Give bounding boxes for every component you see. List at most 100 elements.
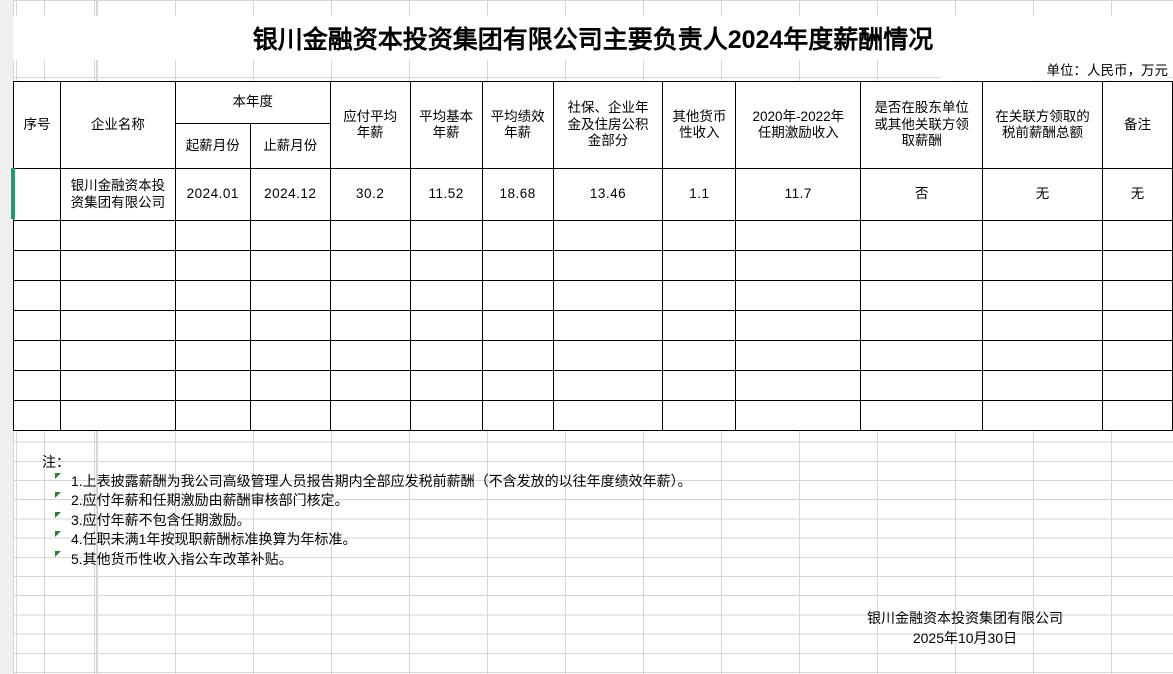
cell-empty[interactable]: [249, 310, 331, 341]
cell-empty[interactable]: [13, 340, 61, 371]
cell-empty[interactable]: [982, 310, 1103, 341]
cell-empty[interactable]: [662, 370, 737, 401]
cell-empty[interactable]: [409, 220, 483, 251]
note-item[interactable]: 3.应付年薪不包含任期激励。: [55, 511, 1073, 530]
cell-empty[interactable]: [59, 220, 176, 251]
cell-empty[interactable]: [249, 220, 331, 251]
cell-empty[interactable]: [481, 370, 554, 401]
table-row-empty[interactable]: [13, 400, 1173, 431]
cell-empty[interactable]: [59, 370, 176, 401]
note-item[interactable]: 1.上表披露薪酬为我公司高级管理人员报告期内全部应发税前薪酬（不含发放的以往年度…: [55, 472, 1073, 491]
cell-empty[interactable]: [13, 310, 61, 341]
cell-empty[interactable]: [249, 340, 331, 371]
cell-empty[interactable]: [662, 220, 737, 251]
cell-tenure-incentive[interactable]: 11.7: [735, 168, 862, 221]
cell-empty[interactable]: [860, 400, 984, 431]
cell-empty[interactable]: [481, 340, 554, 371]
cell-empty[interactable]: [1101, 220, 1173, 251]
cell-empty[interactable]: [59, 310, 176, 341]
cell-empty[interactable]: [735, 400, 862, 431]
cell-empty[interactable]: [982, 220, 1103, 251]
cell-empty[interactable]: [409, 310, 483, 341]
cell-empty[interactable]: [860, 310, 984, 341]
table-row-empty[interactable]: [13, 340, 1173, 371]
cell-empty[interactable]: [982, 370, 1103, 401]
cell-empty[interactable]: [982, 340, 1103, 371]
cell-empty[interactable]: [249, 370, 331, 401]
cell-empty[interactable]: [13, 250, 61, 281]
cell-shareholder-pay[interactable]: 否: [860, 168, 984, 221]
cell-empty[interactable]: [662, 340, 737, 371]
cell-empty[interactable]: [1101, 310, 1173, 341]
cell-avg-basic-annual[interactable]: 11.52: [409, 168, 483, 221]
cell-empty[interactable]: [329, 370, 411, 401]
cell-empty[interactable]: [174, 310, 251, 341]
cell-empty[interactable]: [982, 400, 1103, 431]
cell-empty[interactable]: [860, 370, 984, 401]
cell-empty[interactable]: [409, 280, 483, 311]
cell-empty[interactable]: [329, 400, 411, 431]
cell-empty[interactable]: [249, 280, 331, 311]
cell-empty[interactable]: [982, 280, 1103, 311]
cell-empty[interactable]: [1101, 280, 1173, 311]
cell-empty[interactable]: [552, 370, 664, 401]
cell-empty[interactable]: [329, 340, 411, 371]
table-row[interactable]: 银川金融资本投 资集团有限公司 2024.01 2024.12 30.2 11.…: [13, 168, 1173, 221]
cell-empty[interactable]: [662, 310, 737, 341]
cell-empty[interactable]: [662, 250, 737, 281]
cell-empty[interactable]: [329, 310, 411, 341]
cell-empty[interactable]: [662, 280, 737, 311]
cell-empty[interactable]: [174, 220, 251, 251]
cell-empty[interactable]: [860, 280, 984, 311]
cell-start-month[interactable]: 2024.01: [174, 168, 251, 221]
cell-empty[interactable]: [249, 400, 331, 431]
cell-empty[interactable]: [409, 400, 483, 431]
cell-payable-avg-annual[interactable]: 30.2: [329, 168, 411, 221]
cell-empty[interactable]: [481, 250, 554, 281]
table-row-empty[interactable]: [13, 250, 1173, 281]
cell-empty[interactable]: [735, 220, 862, 251]
cell-empty[interactable]: [59, 400, 176, 431]
cell-empty[interactable]: [409, 370, 483, 401]
cell-empty[interactable]: [735, 340, 862, 371]
cell-empty[interactable]: [174, 280, 251, 311]
cell-empty[interactable]: [552, 250, 664, 281]
cell-empty[interactable]: [1101, 250, 1173, 281]
cell-empty[interactable]: [13, 370, 61, 401]
cell-seq[interactable]: [13, 168, 61, 221]
cell-empty[interactable]: [59, 340, 176, 371]
note-item[interactable]: 5.其他货币性收入指公车改革补贴。: [55, 550, 1073, 569]
cell-empty[interactable]: [59, 250, 176, 281]
note-item[interactable]: 2.应付年薪和任期激励由薪酬审核部门核定。: [55, 491, 1073, 510]
cell-empty[interactable]: [735, 370, 862, 401]
table-row-empty[interactable]: [13, 310, 1173, 341]
cell-empty[interactable]: [982, 250, 1103, 281]
cell-empty[interactable]: [481, 220, 554, 251]
cell-empty[interactable]: [552, 310, 664, 341]
cell-empty[interactable]: [860, 340, 984, 371]
cell-empty[interactable]: [1101, 340, 1173, 371]
cell-empty[interactable]: [481, 310, 554, 341]
table-row-empty[interactable]: [13, 370, 1173, 401]
cell-remark[interactable]: 无: [1101, 168, 1173, 221]
note-item[interactable]: 4.任职未满1年按现职薪酬标准换算为年标准。: [55, 530, 1073, 549]
cell-empty[interactable]: [860, 250, 984, 281]
cell-empty[interactable]: [481, 400, 554, 431]
cell-empty[interactable]: [174, 340, 251, 371]
cell-empty[interactable]: [1101, 400, 1173, 431]
table-row-empty[interactable]: [13, 280, 1173, 311]
cell-empty[interactable]: [409, 250, 483, 281]
cell-empty[interactable]: [13, 220, 61, 251]
table-row-empty[interactable]: [13, 220, 1173, 251]
cell-empty[interactable]: [329, 250, 411, 281]
cell-empty[interactable]: [409, 340, 483, 371]
cell-other-monetary[interactable]: 1.1: [662, 168, 737, 221]
cell-empty[interactable]: [329, 220, 411, 251]
cell-empty[interactable]: [174, 400, 251, 431]
cell-empty[interactable]: [174, 250, 251, 281]
cell-empty[interactable]: [13, 280, 61, 311]
cell-empty[interactable]: [329, 280, 411, 311]
cell-empty[interactable]: [735, 310, 862, 341]
cell-company[interactable]: 银川金融资本投 资集团有限公司: [59, 168, 176, 221]
cell-empty[interactable]: [662, 400, 737, 431]
